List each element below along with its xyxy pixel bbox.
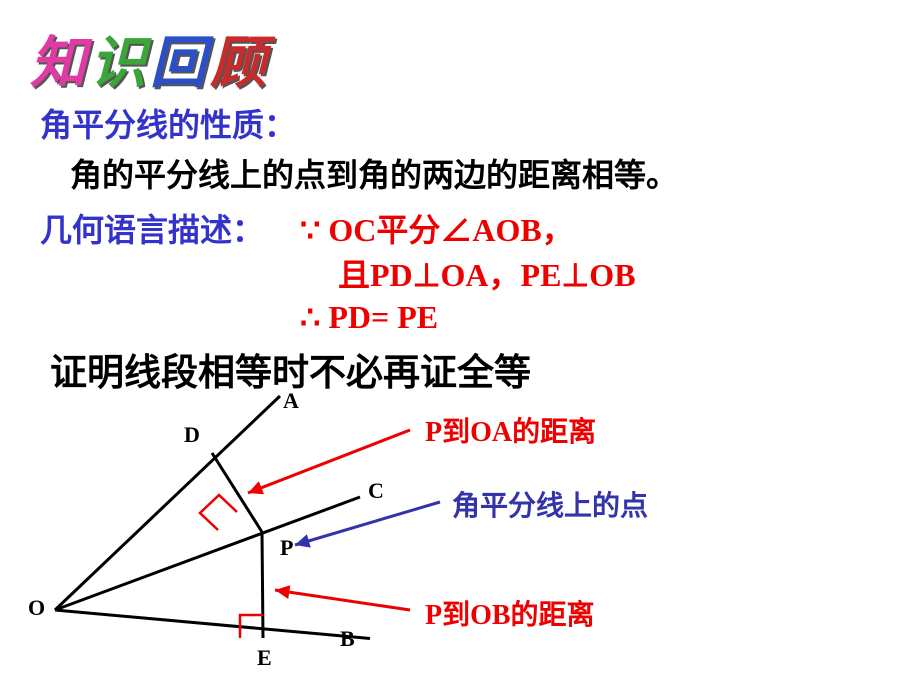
math-line-1: ∵ OC平分∠AOB， <box>300 205 574 251</box>
section-subtitle: 角平分线的性质： <box>40 100 296 146</box>
label-B: B <box>340 626 355 652</box>
math-language-label: 几何语言描述： <box>40 205 264 251</box>
math-line-2: 且PD⊥OA，PE⊥OB <box>338 250 636 296</box>
annotation-to-OB: P到OB的距离 <box>425 593 595 633</box>
label-C: C <box>368 478 384 504</box>
label-P: P <box>280 535 293 561</box>
label-O: O <box>28 595 45 621</box>
page-title: 知 识 回 顾 <box>30 18 270 99</box>
title-char-2: 识 <box>90 18 150 99</box>
math-line-3: ∴ PD= PE <box>300 298 438 336</box>
label-D: D <box>184 422 200 448</box>
annotation-to-OA: P到OA的距离 <box>425 410 596 450</box>
geometry-diagram: A D C P O E B P到OA的距离 角平分线上的点 P到OB的距离 <box>40 390 880 680</box>
title-char-1: 知 <box>30 18 90 99</box>
label-E: E <box>257 645 272 671</box>
title-char-3: 回 <box>150 18 210 99</box>
theorem-text: 角的平分线上的点到角的两边的距离相等。 <box>70 150 678 196</box>
annotation-bisector-point: 角平分线上的点 <box>452 484 648 524</box>
title-char-4: 顾 <box>210 18 270 99</box>
label-A: A <box>283 388 299 414</box>
